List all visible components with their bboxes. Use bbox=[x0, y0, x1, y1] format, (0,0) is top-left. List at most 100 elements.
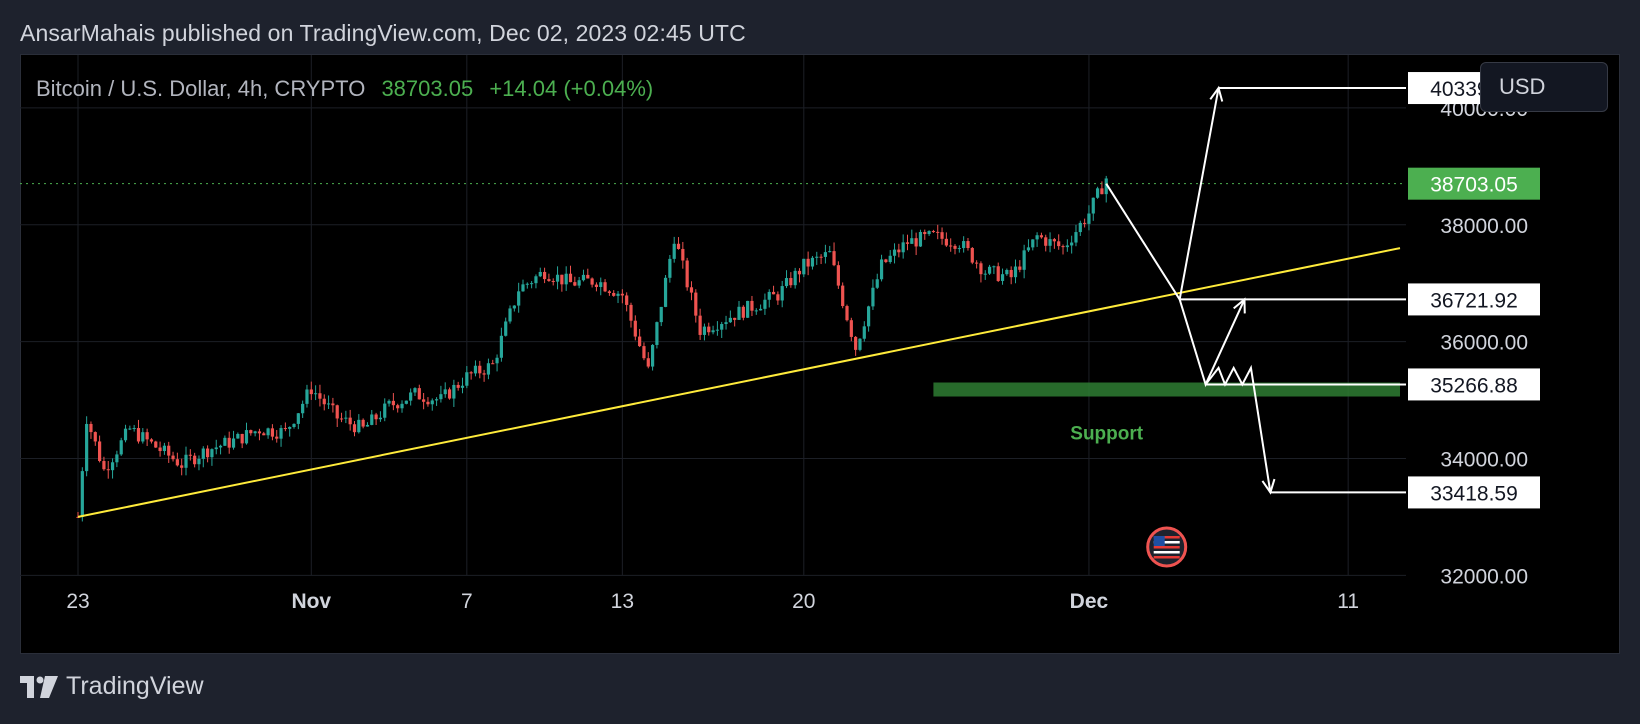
candle-body bbox=[149, 439, 154, 442]
candle-body bbox=[949, 245, 953, 247]
candle-body bbox=[521, 284, 525, 292]
projection-path[interactable] bbox=[1204, 364, 1272, 493]
candle-body bbox=[1052, 239, 1056, 242]
candle-body bbox=[422, 399, 426, 402]
candle-body bbox=[188, 454, 192, 456]
x-axis-tick-label: Nov bbox=[291, 590, 331, 613]
candle-body bbox=[759, 308, 763, 311]
candle-body bbox=[262, 433, 266, 436]
candle-body bbox=[650, 344, 655, 367]
candle-body bbox=[301, 403, 305, 414]
candle-body bbox=[223, 437, 227, 446]
candle-body bbox=[849, 320, 853, 337]
candle-body bbox=[499, 335, 503, 358]
candle-body bbox=[504, 321, 508, 336]
candle-body bbox=[746, 300, 750, 318]
candle-body bbox=[404, 400, 408, 404]
candle-body bbox=[231, 438, 236, 448]
candle-body bbox=[741, 306, 745, 318]
candle-body bbox=[1013, 266, 1018, 278]
y-axis-tick-label: 36000.00 bbox=[1440, 332, 1528, 355]
candle-body bbox=[167, 445, 171, 456]
candle-body bbox=[201, 448, 205, 459]
candle-body bbox=[218, 445, 223, 448]
candle-body bbox=[724, 322, 728, 325]
candle-body bbox=[854, 336, 858, 350]
candle-body bbox=[625, 295, 629, 305]
projection-path[interactable] bbox=[1105, 87, 1220, 303]
candle-body bbox=[335, 405, 339, 419]
candle-body bbox=[417, 388, 421, 400]
candle-body bbox=[905, 242, 910, 244]
price-level-label-box bbox=[1408, 476, 1540, 509]
candle-body bbox=[996, 266, 1000, 281]
candle-body bbox=[620, 293, 624, 296]
currency-selector-button[interactable]: USD bbox=[1480, 62, 1608, 112]
candle-body bbox=[478, 365, 482, 374]
candle-body bbox=[430, 400, 434, 405]
candle-body bbox=[326, 403, 331, 405]
projection-arrowhead bbox=[1233, 297, 1246, 314]
y-axis-tick-label: 38000.00 bbox=[1440, 215, 1528, 238]
candle-body bbox=[1083, 222, 1087, 224]
candle-body bbox=[944, 238, 948, 246]
candle-body bbox=[465, 372, 469, 386]
candle-body bbox=[292, 423, 296, 428]
candle-body bbox=[193, 455, 197, 465]
candle-body bbox=[875, 279, 879, 288]
support-zone-label: Support bbox=[1070, 423, 1143, 444]
candle-body bbox=[365, 424, 370, 427]
candle-body bbox=[551, 280, 555, 282]
candle-body bbox=[685, 260, 689, 288]
candle-body bbox=[378, 417, 383, 420]
price-level-label: 33418.59 bbox=[1430, 482, 1518, 505]
legend-last-price: 38703.05 bbox=[381, 76, 474, 101]
candle-body bbox=[797, 270, 802, 275]
candle-body bbox=[733, 317, 737, 320]
candle-body bbox=[750, 300, 754, 311]
candle-body bbox=[253, 431, 257, 434]
candle-body bbox=[862, 326, 866, 339]
candle-body bbox=[447, 389, 452, 399]
candle-body bbox=[76, 516, 80, 518]
candle-body bbox=[542, 271, 547, 280]
us-flag-stripe bbox=[1153, 546, 1180, 549]
candle-body bbox=[409, 392, 413, 401]
us-flag-canton bbox=[1153, 536, 1165, 546]
candle-body bbox=[784, 278, 789, 287]
candle-body bbox=[931, 231, 936, 233]
ascending-trendline[interactable] bbox=[77, 247, 1401, 518]
candle-body bbox=[1087, 213, 1091, 224]
candle-body bbox=[244, 430, 249, 444]
candle-body bbox=[663, 277, 668, 307]
candle-body bbox=[387, 400, 391, 404]
candle-body bbox=[266, 428, 270, 436]
candle-body bbox=[98, 441, 102, 462]
candle-body bbox=[720, 324, 724, 330]
candle-body bbox=[914, 238, 918, 247]
candle-body bbox=[508, 308, 512, 322]
candle-body bbox=[460, 385, 465, 388]
candle-body bbox=[975, 262, 979, 264]
candle-body bbox=[577, 280, 581, 286]
candle-body bbox=[184, 454, 188, 468]
candle-body bbox=[1031, 239, 1035, 248]
candle-body bbox=[102, 461, 106, 470]
candle-body bbox=[383, 403, 387, 418]
candle-body bbox=[249, 430, 253, 434]
candle-body bbox=[702, 326, 707, 335]
candle-body bbox=[780, 286, 784, 301]
candle-body bbox=[145, 432, 149, 440]
candle-body bbox=[962, 241, 966, 249]
candle-body bbox=[110, 462, 115, 471]
footer-brand[interactable]: TradingView bbox=[20, 672, 204, 701]
candle-body bbox=[1091, 197, 1095, 214]
candle-body bbox=[612, 292, 616, 296]
candle-body bbox=[564, 273, 568, 285]
chart-panel[interactable] bbox=[20, 54, 1620, 654]
candle-body bbox=[655, 322, 659, 345]
candle-body bbox=[568, 273, 573, 283]
support-zone[interactable] bbox=[933, 382, 1400, 397]
candle-body bbox=[672, 243, 676, 259]
